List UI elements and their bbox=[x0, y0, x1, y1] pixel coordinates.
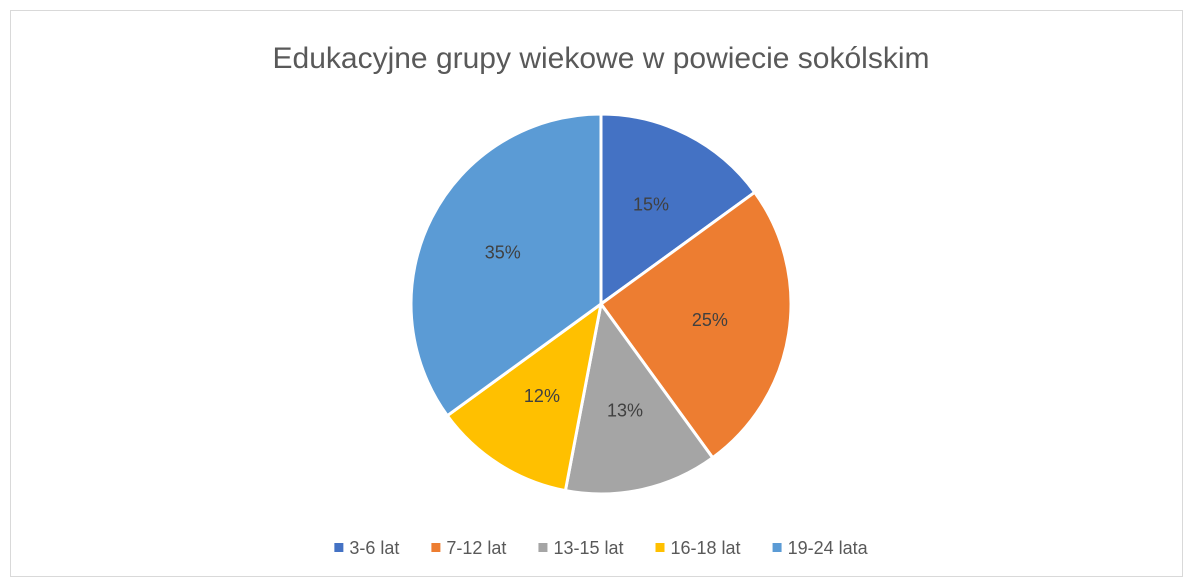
legend-swatch bbox=[538, 543, 548, 552]
legend-swatch bbox=[431, 543, 441, 552]
pie-slice bbox=[563, 300, 715, 496]
legend-swatch bbox=[655, 543, 665, 552]
legend-swatch bbox=[772, 543, 782, 552]
legend-label: 16-18 lat bbox=[671, 538, 741, 558]
chart-title: Edukacyjne grupy wiekowe w powiecie sokó… bbox=[273, 42, 930, 75]
legend-label: 7-12 lat bbox=[446, 538, 506, 558]
data-label: 13% bbox=[607, 400, 643, 420]
data-label: 12% bbox=[524, 386, 560, 406]
pie-slice bbox=[445, 300, 604, 493]
legend-label: 3-6 lat bbox=[349, 538, 399, 558]
pie-slice bbox=[599, 112, 757, 307]
pie-slice bbox=[598, 190, 793, 460]
legend-label: 13-15 lat bbox=[553, 538, 623, 558]
pie-slice bbox=[409, 112, 603, 418]
data-label: 25% bbox=[692, 310, 728, 330]
legend-swatch bbox=[334, 543, 344, 552]
data-label: 35% bbox=[485, 243, 521, 263]
legend-label: 19-24 lata bbox=[788, 538, 869, 558]
data-label: 15% bbox=[633, 195, 669, 215]
